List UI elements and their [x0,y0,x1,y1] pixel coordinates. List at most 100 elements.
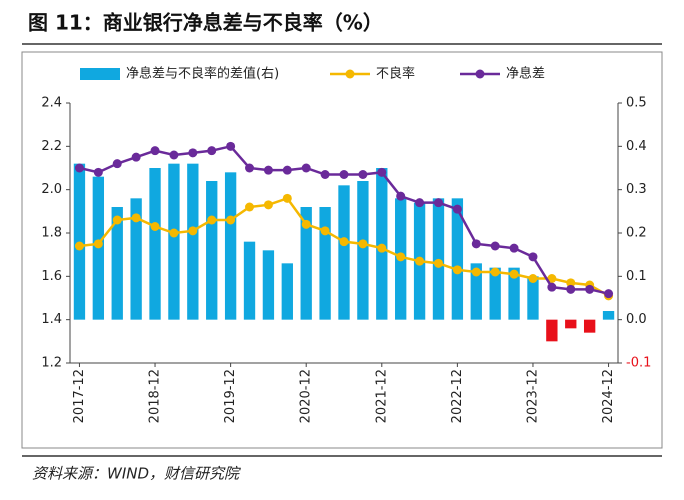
point [415,256,425,266]
y2-tick-label: 0.5 [626,96,647,111]
y-tick-label: 1.4 [41,312,62,327]
x-tick-label: 2021-12 [374,369,389,423]
bar [319,207,331,320]
point [301,219,311,229]
point [396,191,406,201]
point [207,146,217,156]
legend-label: 净息差与不良率的差值(右) [126,66,279,82]
point [377,243,387,253]
bar [565,319,577,329]
legend-swatch [80,68,120,80]
point [452,265,462,275]
y2-tick-label: 0.4 [626,139,647,154]
point [339,237,349,247]
x-tick-label: 2017-12 [72,369,87,423]
bar [206,181,218,320]
point [585,284,595,294]
point [471,267,481,277]
point [245,163,255,173]
bar [338,185,350,320]
point [263,200,273,210]
legend-swatch [345,69,355,79]
point [169,150,179,160]
bar [357,181,369,320]
point [245,202,255,212]
x-tick-label: 2020-12 [299,369,314,423]
point [169,228,179,238]
point [131,213,141,223]
point [226,141,236,151]
point [415,198,425,208]
point [301,163,311,173]
bar [546,319,558,342]
point [396,252,406,262]
point [433,258,443,268]
point [282,165,292,175]
bar [527,276,539,320]
legend-label: 净息差 [506,66,545,82]
y2-tick-label: -0.1 [626,356,651,371]
x-tick-label: 2022-12 [450,369,465,423]
point [188,226,198,236]
bar [168,163,180,320]
point [358,239,368,249]
point [566,284,576,294]
point [150,146,160,156]
point [93,167,103,177]
bar [111,207,123,320]
point [320,226,330,236]
source: 资料来源：WIND，财信研究院 [32,465,241,483]
y2-tick-label: 0.1 [626,269,647,284]
point [433,198,443,208]
point [377,167,387,177]
bar [508,267,520,320]
point [226,215,236,225]
point [131,152,141,162]
point [282,193,292,203]
point [509,243,519,253]
y2-tick-label: 0.2 [626,226,647,241]
bar [224,172,237,320]
point [150,222,160,231]
bar [187,163,199,320]
bar [262,250,275,320]
bar [451,198,464,320]
point [93,239,103,249]
point [490,267,500,277]
point [207,215,217,225]
point [566,278,576,288]
point [263,165,273,175]
bar [149,168,161,320]
point [509,269,519,279]
y-tick-label: 2.4 [41,96,62,111]
point [547,282,557,292]
y-tick-label: 1.2 [41,356,62,371]
point [339,170,349,179]
y-tick-label: 2.0 [41,182,62,197]
bar [243,241,256,320]
y2-tick-label: 0.3 [626,182,647,197]
legend-label: 不良率 [376,66,415,82]
bar [470,263,482,320]
x-tick-label: 2018-12 [148,369,163,423]
point [452,204,462,214]
bar [281,263,293,320]
point [74,163,84,173]
point [188,148,198,158]
y-tick-label: 1.6 [41,269,62,284]
point [528,252,538,262]
bar [602,311,615,320]
bar [489,267,501,320]
legend-swatch [475,69,485,79]
chart-title: 图 11：商业银行净息差与不良率（%） [28,11,383,35]
point [320,170,330,179]
point [547,274,557,283]
point [74,241,84,251]
x-tick-label: 2023-12 [525,369,540,423]
bar [130,198,142,320]
point [528,274,538,283]
point [471,239,481,249]
y-tick-label: 1.8 [41,226,62,241]
